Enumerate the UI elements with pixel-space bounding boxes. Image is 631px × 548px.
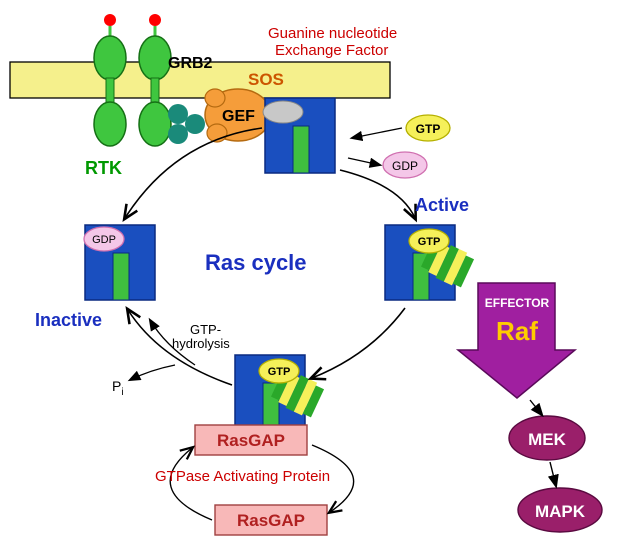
raf-to-mek-arrow — [530, 400, 542, 415]
ligand-ball — [149, 14, 161, 26]
hydrolysis-label-2: hydrolysis — [172, 336, 230, 351]
mapk-label: MAPK — [535, 502, 586, 521]
nucleotide-pocket — [263, 101, 303, 123]
hydrolysis-label-1: GTP- — [190, 322, 221, 337]
pi-label: Pi — [112, 378, 124, 398]
mek-label: MEK — [528, 430, 567, 449]
rtk-label: RTK — [85, 158, 122, 179]
gtp-in-arrow — [352, 128, 402, 138]
rasgap-free-label: RasGAP — [237, 511, 305, 530]
ras-cycle-title: Ras cycle — [205, 250, 307, 276]
rtk-kinase-domain — [94, 102, 126, 146]
gnef-label-line2: Exchange Factor — [275, 42, 388, 59]
rasgap-bound-label: RasGAP — [217, 431, 285, 450]
rtk-kinase-domain — [139, 102, 171, 146]
rtk-ectodomain — [139, 36, 171, 80]
pi-release-arrow — [130, 365, 175, 380]
gtp-bound-label: GTP — [418, 236, 441, 248]
grb2-label: GRB2 — [168, 55, 212, 73]
gap-full-label: GTPase Activating Protein — [155, 468, 330, 485]
rtk-ectodomain — [94, 36, 126, 80]
cycle-arrow — [312, 308, 405, 378]
gtp-bound-label: GTP — [268, 366, 291, 378]
active-label: Active — [415, 195, 469, 216]
mek-to-mapk-arrow — [550, 462, 556, 486]
sos-label: SOS — [248, 70, 284, 90]
gdp-free-label: GDP — [392, 159, 418, 173]
gtp-free-label: GTP — [416, 122, 441, 136]
gdp-bound-label: GDP — [92, 234, 116, 246]
grb2-icon — [168, 104, 188, 124]
ligand-ball — [104, 14, 116, 26]
gnef-label-line1: Guanine nucleotide — [268, 25, 397, 42]
gef-label: GEF — [222, 108, 255, 126]
inactive-label: Inactive — [35, 310, 102, 331]
effector-label: EFFECTOR — [485, 296, 550, 310]
raf-label: Raf — [496, 316, 538, 346]
gdp-out-arrow — [348, 158, 380, 165]
